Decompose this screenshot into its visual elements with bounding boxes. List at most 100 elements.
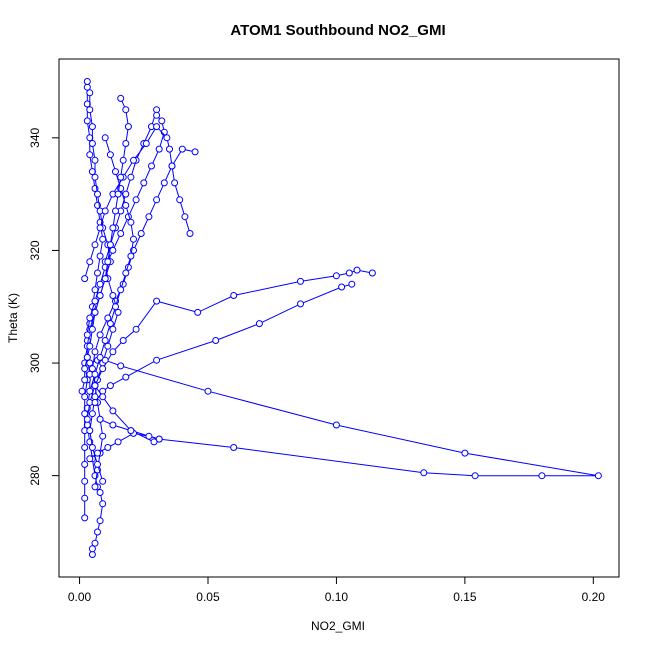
- data-point: [96, 415, 104, 423]
- data-point: [538, 472, 546, 480]
- x-tick-label: 0.10: [325, 590, 349, 604]
- data-point: [114, 438, 122, 446]
- y-tick-label: 300: [28, 353, 42, 373]
- data-point: [204, 387, 212, 395]
- series-11: [86, 134, 137, 395]
- data-point: [332, 421, 340, 429]
- data-point: [81, 460, 89, 468]
- data-point: [88, 551, 96, 558]
- data-point: [130, 156, 137, 164]
- series-line: [94, 283, 352, 403]
- data-point: [91, 173, 99, 181]
- data-point: [186, 230, 194, 237]
- data-point: [119, 156, 127, 164]
- data-point: [86, 342, 94, 350]
- data-point: [117, 286, 125, 294]
- data-point: [81, 410, 89, 418]
- data-point: [148, 162, 155, 170]
- data-point: [140, 179, 148, 187]
- data-point: [91, 399, 99, 406]
- data-point: [83, 421, 91, 429]
- data-point: [127, 218, 135, 226]
- data-point: [368, 269, 376, 277]
- data-point: [91, 483, 99, 491]
- data-point: [83, 78, 91, 85]
- data-point: [471, 472, 479, 480]
- data-point: [348, 280, 356, 288]
- data-point: [461, 449, 469, 457]
- data-point: [91, 348, 99, 356]
- data-point: [96, 331, 104, 339]
- data-point: [124, 123, 132, 131]
- data-point: [81, 477, 89, 485]
- data-point: [86, 106, 94, 114]
- data-point: [112, 207, 119, 215]
- data-point: [94, 269, 101, 277]
- data-point: [109, 325, 117, 333]
- data-point: [86, 151, 94, 159]
- data-point: [91, 370, 99, 378]
- data-point: [86, 387, 94, 395]
- data-point: [88, 140, 96, 147]
- plot-frame: [58, 58, 620, 578]
- x-tick-label: 0.00: [68, 590, 92, 604]
- data-point: [117, 362, 125, 370]
- data-point: [194, 308, 202, 316]
- data-point: [101, 134, 109, 142]
- data-point: [158, 117, 166, 125]
- data-point: [106, 151, 114, 159]
- data-point: [96, 517, 104, 525]
- x-tick-label: 0.20: [582, 590, 606, 604]
- data-point: [181, 213, 189, 221]
- data-point: [230, 444, 238, 451]
- data-point: [145, 213, 153, 221]
- data-point: [86, 314, 94, 322]
- data-point: [353, 266, 361, 274]
- series-line: [91, 148, 196, 487]
- series-5: [83, 266, 376, 423]
- data-point: [104, 342, 112, 350]
- y-axis-label: Theta (K): [6, 293, 20, 343]
- data-point: [122, 373, 130, 381]
- data-point: [297, 300, 304, 308]
- data-point: [142, 140, 150, 147]
- data-point: [106, 241, 114, 249]
- data-point: [130, 235, 137, 243]
- data-point: [94, 449, 101, 457]
- data-point: [96, 292, 104, 299]
- data-point: [109, 246, 117, 254]
- data-point: [176, 196, 184, 204]
- data-point: [109, 224, 117, 232]
- data-point: [345, 269, 353, 277]
- data-point: [127, 173, 135, 181]
- data-point: [106, 320, 114, 328]
- data-point: [212, 337, 220, 344]
- chart-title: ATOM1 Southbound NO2_GMI: [230, 22, 445, 39]
- data-point: [101, 356, 109, 364]
- data-point: [99, 432, 107, 440]
- data-point: [153, 111, 161, 119]
- data-point: [117, 230, 125, 237]
- data-point: [96, 489, 104, 496]
- data-point: [109, 421, 117, 429]
- data-point: [91, 382, 99, 390]
- data-point: [91, 241, 99, 249]
- data-point: [91, 286, 99, 294]
- data-point: [160, 179, 168, 187]
- x-axis: 0.00 0.05 0.10 0.15 0.20: [68, 576, 606, 604]
- data-point: [145, 432, 153, 440]
- data-point: [81, 365, 89, 373]
- data-point: [153, 196, 161, 204]
- data-point: [81, 275, 89, 283]
- data-point: [112, 168, 119, 176]
- y-tick-label: 340: [28, 127, 42, 147]
- series-line: [89, 359, 599, 477]
- data-point: [91, 156, 99, 164]
- data-point: [88, 410, 96, 418]
- data-point: [230, 292, 238, 299]
- data-point: [81, 444, 89, 451]
- data-point: [132, 325, 140, 333]
- data-point: [78, 387, 86, 395]
- data-point: [122, 201, 130, 209]
- data-point: [150, 438, 158, 446]
